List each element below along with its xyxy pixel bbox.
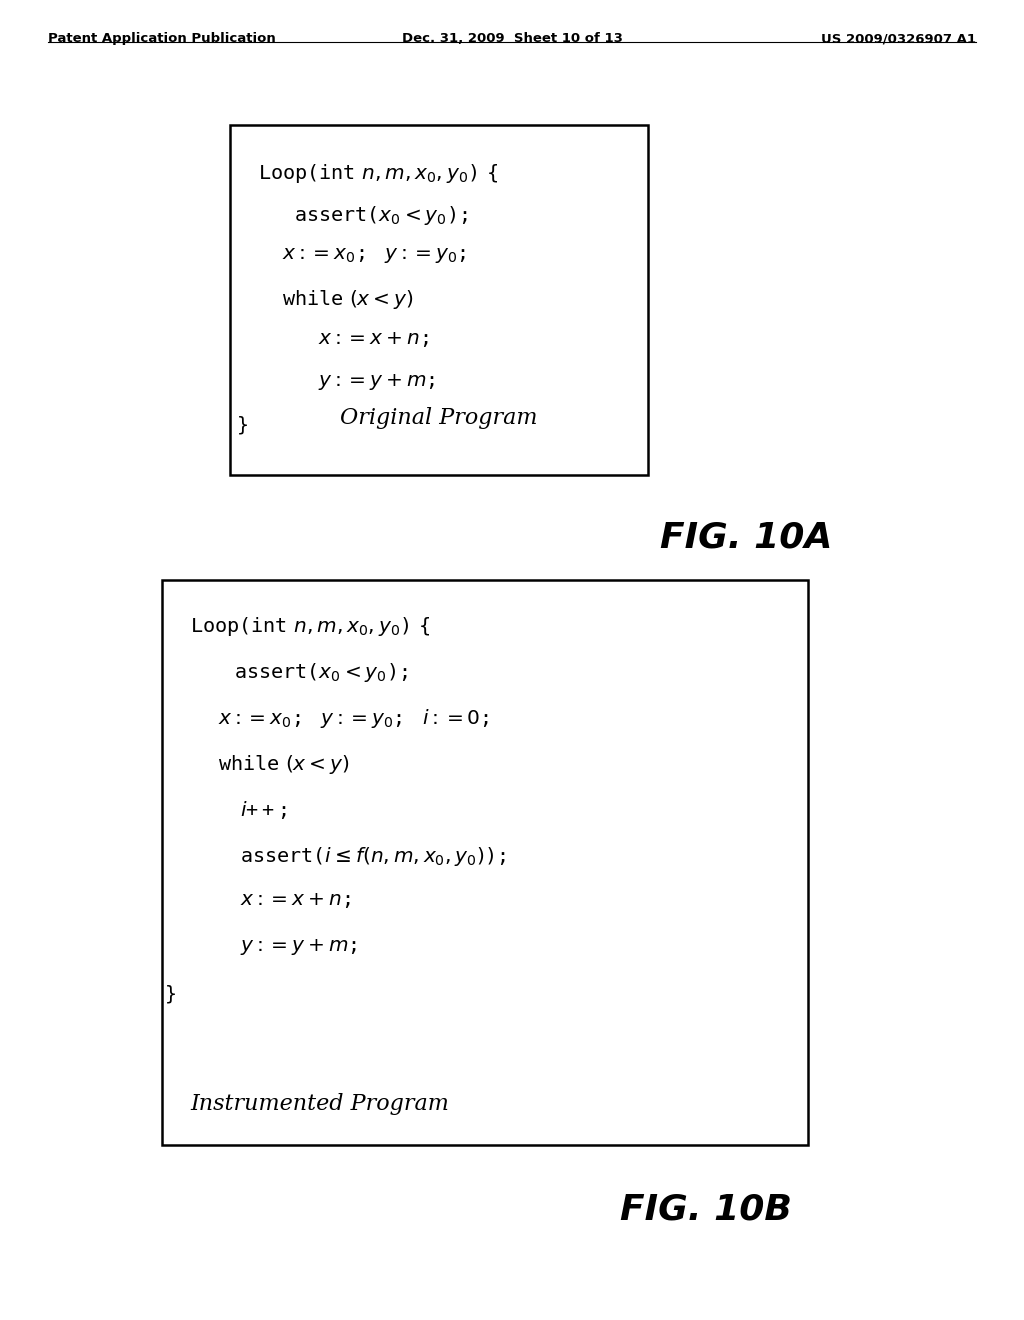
Text: Dec. 31, 2009  Sheet 10 of 13: Dec. 31, 2009 Sheet 10 of 13 [401, 32, 623, 45]
Text: $\mathtt{assert(}x_0 < y_0\mathtt{);}$: $\mathtt{assert(}x_0 < y_0\mathtt{);}$ [294, 205, 468, 227]
Text: $y := y + m\mathtt{;}$: $y := y + m\mathtt{;}$ [318, 372, 435, 392]
Text: $y := y + m\mathtt{;}$: $y := y + m\mathtt{;}$ [240, 937, 357, 957]
Bar [230, 125, 648, 475]
Text: FIG. 10B: FIG. 10B [620, 1192, 792, 1226]
Text: $\mathtt{\}}$: $\mathtt{\}}$ [236, 414, 248, 436]
Text: FIG. 10A: FIG. 10A [660, 520, 833, 554]
Text: $\mathtt{while}\ (x < y)$: $\mathtt{while}\ (x < y)$ [218, 752, 349, 776]
Text: Patent Application Publication: Patent Application Publication [48, 32, 275, 45]
Text: $x := x_0\mathtt{;}\ \ y := y_0\mathtt{;}$: $x := x_0\mathtt{;}\ \ y := y_0\mathtt{;… [282, 246, 466, 265]
Text: Original Program: Original Program [340, 407, 538, 429]
Text: $\mathtt{Loop(int}\ n,m,x_0,y_0\mathtt{)\ \{}$: $\mathtt{Loop(int}\ n,m,x_0,y_0\mathtt{)… [258, 162, 499, 185]
Text: US 2009/0326907 A1: US 2009/0326907 A1 [821, 32, 976, 45]
Text: $x := x + n\mathtt{;}$: $x := x + n\mathtt{;}$ [240, 891, 350, 909]
Text: $\mathtt{assert(}x_0 < y_0\mathtt{);}$: $\mathtt{assert(}x_0 < y_0\mathtt{);}$ [234, 661, 408, 684]
Text: $\mathtt{while}\ (x < y)$: $\mathtt{while}\ (x < y)$ [282, 288, 414, 312]
Text: $\mathtt{assert(}i \leq f(n,m,x_0,y_0)\mathtt{);}$: $\mathtt{assert(}i \leq f(n,m,x_0,y_0)\m… [240, 845, 506, 869]
Text: Instrumented Program: Instrumented Program [190, 1093, 449, 1115]
Text: $i\mathtt{++;}$: $i\mathtt{++;}$ [240, 799, 287, 821]
Text: $x := x_0\mathtt{;}\ \ y := y_0\mathtt{;}\ \ i := 0\mathtt{;}$: $x := x_0\mathtt{;}\ \ y := y_0\mathtt{;… [218, 708, 489, 730]
Text: $x := x + n\mathtt{;}$: $x := x + n\mathtt{;}$ [318, 330, 428, 348]
Text: $\mathtt{Loop(int}\ n,m,x_0,y_0\mathtt{)\ \{}$: $\mathtt{Loop(int}\ n,m,x_0,y_0\mathtt{)… [190, 615, 430, 638]
Text: $\mathtt{\}}$: $\mathtt{\}}$ [164, 983, 176, 1005]
Bar [162, 579, 808, 1144]
